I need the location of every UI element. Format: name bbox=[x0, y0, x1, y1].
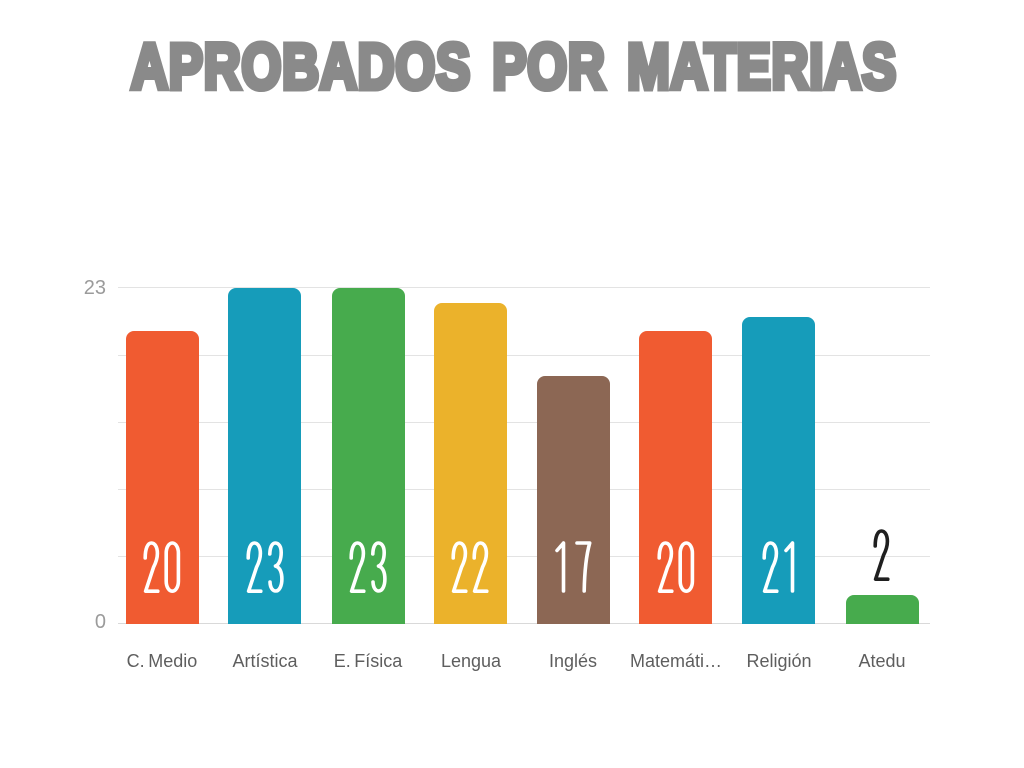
svg-text:APROBADOS POR MATERIAS: APROBADOS POR MATERIAS bbox=[131, 31, 897, 103]
